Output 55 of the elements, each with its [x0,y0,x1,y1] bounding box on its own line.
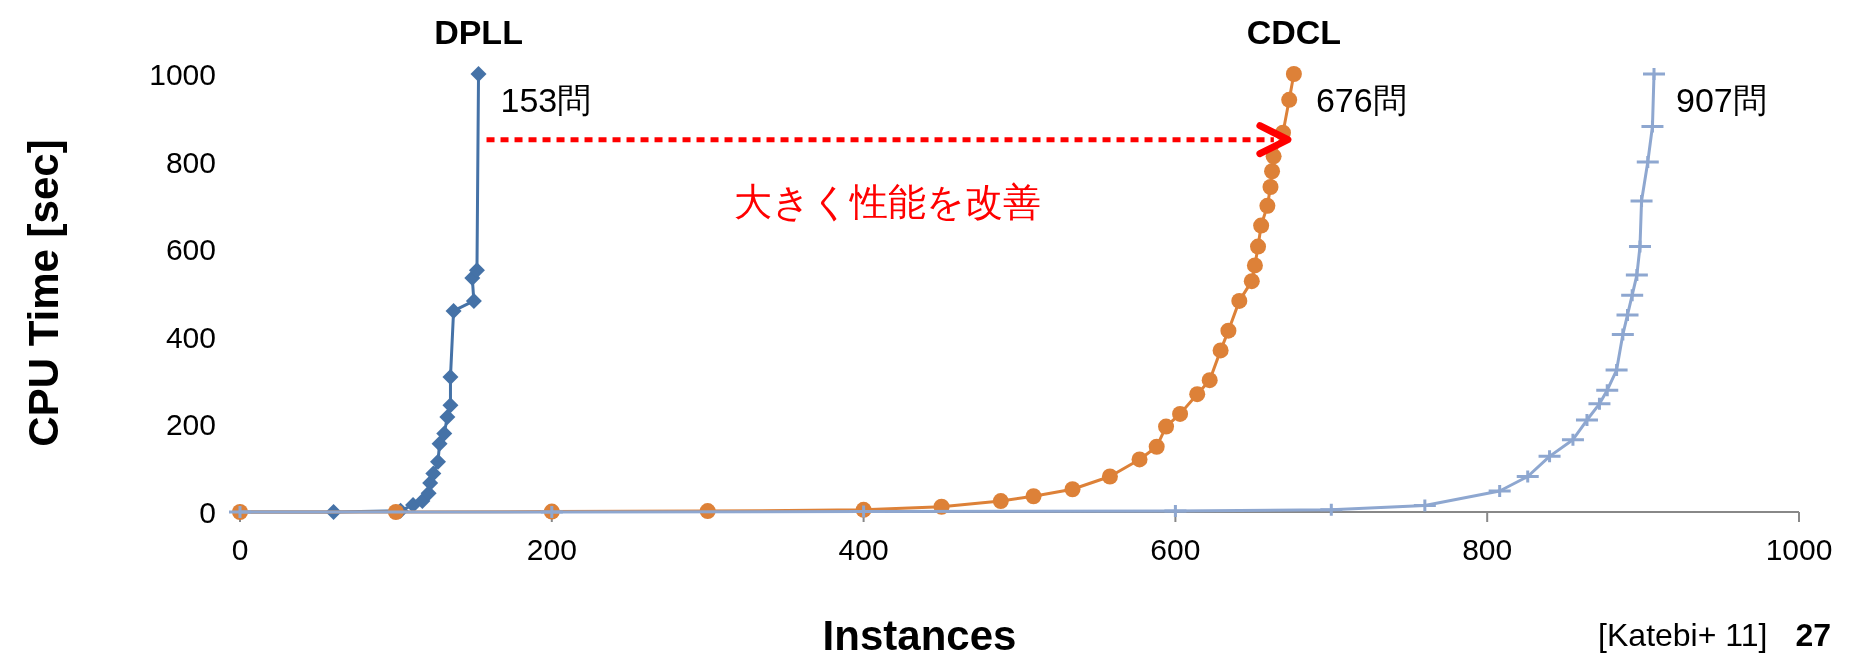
point [442,397,459,414]
point [431,435,448,452]
annotation: 大きく性能を改善 [733,180,1041,223]
point [1212,342,1229,359]
point [992,493,1009,510]
point [1148,438,1165,455]
point [1158,418,1175,435]
point [1246,257,1263,274]
x-tick-label: 600 [1150,533,1201,566]
point [1025,488,1042,505]
point [445,302,462,319]
x-tick-label: 200 [526,533,577,566]
y-tick-label: 1000 [149,58,216,91]
point [439,408,456,425]
point [1131,451,1148,468]
y-tick-label: 0 [199,496,216,529]
series-label: DPLL [434,13,523,51]
y-tick-label: 400 [165,320,216,354]
point [470,66,487,82]
y-axis-title: CPU Time [sec] [20,139,67,447]
x-tick-label: 400 [838,533,889,566]
point [1243,273,1260,290]
point [1101,468,1118,485]
point [465,292,482,309]
y-tick-label: 800 [165,145,216,179]
point [1172,405,1189,422]
point [1189,386,1206,403]
annotation: 153問 [500,81,592,119]
point [1285,66,1302,82]
annotation: 907問 [1676,81,1767,119]
point [425,465,442,482]
point [1281,91,1298,108]
point [1259,197,1276,214]
point [429,453,446,470]
annotation: 676問 [1315,81,1407,119]
point [1250,238,1267,255]
point [1264,163,1281,180]
text: [Katebi+ 11] [1598,617,1768,653]
x-tick-label: 0 [231,533,249,566]
x-tick-label: 800 [1462,533,1513,566]
point [436,425,453,442]
point [442,369,459,386]
y-tick-label: 600 [165,233,216,267]
point [1220,322,1237,339]
series-label: CDCL [1246,13,1342,51]
text: 27 [1795,617,1831,653]
point [1231,292,1248,309]
y-tick-label: 200 [165,408,216,442]
point [1253,217,1270,234]
point [1201,372,1218,389]
x-axis-title: Instances [822,612,1017,659]
point [1262,179,1279,195]
point [468,262,485,279]
point [1064,481,1081,498]
x-tick-label: 1000 [1765,533,1833,566]
